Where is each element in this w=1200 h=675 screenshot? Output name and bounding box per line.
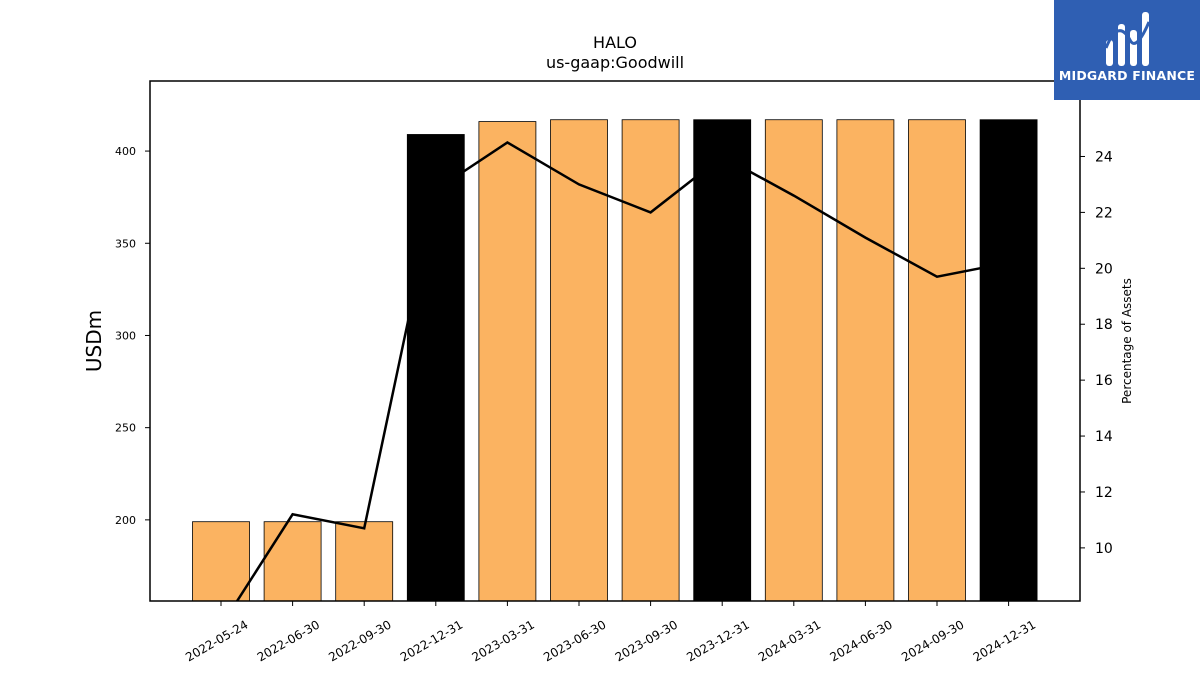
y2-axis-label: Percentage of Assets bbox=[1120, 278, 1134, 404]
x-tick-label: 2023-09-30 bbox=[613, 617, 680, 664]
bar-2024-06-30 bbox=[836, 119, 895, 602]
y-tick-label: 400 bbox=[115, 145, 136, 158]
bar-2024-03-31 bbox=[764, 119, 823, 602]
y2-tick-label: 12 bbox=[1095, 485, 1113, 501]
x-tick-label: 2022-12-31 bbox=[398, 617, 465, 664]
x-tick-label: 2023-12-31 bbox=[684, 617, 751, 664]
y-axis-label: USDm bbox=[82, 310, 106, 372]
x-tick-label: 2022-05-24 bbox=[183, 617, 250, 664]
x-axis: 2022-05-24 2022-06-30 2022-09-30 2022-12-31… bbox=[183, 601, 1038, 664]
y-tick-label: 200 bbox=[115, 514, 136, 527]
bar-2022-06-30 bbox=[263, 521, 322, 602]
y-tick-label: 300 bbox=[115, 329, 136, 342]
bar-2024-12-31 bbox=[979, 119, 1038, 602]
y2-tick-label: 20 bbox=[1095, 261, 1113, 277]
plot-frame bbox=[149, 80, 1081, 602]
percentage-line bbox=[235, 141, 1009, 601]
bar-2022-12-31 bbox=[406, 134, 465, 602]
x-tick-label: 2024-09-30 bbox=[899, 617, 966, 664]
x-tick-label: 2024-03-31 bbox=[756, 617, 823, 664]
bar-2024-09-30 bbox=[908, 119, 966, 602]
bar-2023-06-30 bbox=[550, 119, 608, 602]
midgard-logo-icon bbox=[1104, 12, 1150, 66]
y2-tick-label: 24 bbox=[1095, 149, 1113, 165]
x-tick-label: 2024-12-31 bbox=[971, 617, 1038, 664]
y-tick-label: 250 bbox=[115, 422, 136, 435]
y2-tick-label: 16 bbox=[1095, 373, 1113, 389]
logo-text: MIDGARD FINANCE bbox=[1058, 68, 1196, 83]
line-group bbox=[235, 141, 1009, 601]
bar-2022-05-24 bbox=[192, 521, 250, 602]
x-tick-label: 2022-09-30 bbox=[326, 617, 393, 664]
bar-2023-09-30 bbox=[621, 119, 680, 602]
bar-2022-09-30 bbox=[335, 521, 394, 602]
chart-subtitle: us-gaap:Goodwill bbox=[546, 53, 684, 72]
y2-tick-label: 18 bbox=[1095, 317, 1113, 333]
y2-tick-label: 22 bbox=[1095, 205, 1113, 221]
bar-group bbox=[192, 119, 1038, 602]
chart-title: HALO bbox=[593, 33, 637, 52]
midgard-finance-logo: MIDGARD FINANCE bbox=[1054, 0, 1200, 100]
bar-2023-03-31 bbox=[478, 121, 537, 602]
x-tick-label: 2024-06-30 bbox=[827, 617, 894, 664]
y2-tick-label: 14 bbox=[1095, 429, 1113, 445]
y-tick-label: 350 bbox=[115, 237, 136, 250]
bar-2023-12-31 bbox=[693, 119, 752, 602]
x-tick-label: 2023-03-31 bbox=[469, 617, 536, 664]
x-tick-label: 2023-06-30 bbox=[541, 617, 608, 664]
y2-tick-label: 10 bbox=[1095, 541, 1113, 557]
y-axis-left: 200 250 300 350 400 bbox=[115, 145, 150, 527]
y-axis-right: 10 12 14 16 18 20 22 24 bbox=[1080, 149, 1113, 557]
x-tick-label: 2022-06-30 bbox=[255, 617, 322, 664]
